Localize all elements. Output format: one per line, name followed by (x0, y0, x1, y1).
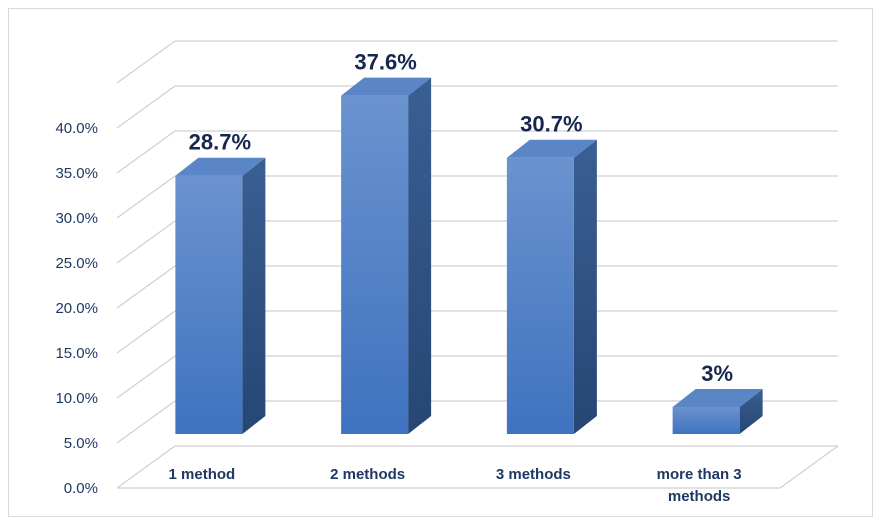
y-tick-label: 20.0% (55, 300, 98, 317)
side-gridline (116, 310, 176, 354)
bar (341, 95, 409, 434)
bar-side (739, 389, 763, 434)
category-label: 2 methods (330, 466, 405, 483)
y-tick-label: 35.0% (55, 165, 98, 182)
bar-top (506, 139, 597, 158)
data-label: 3% (701, 361, 733, 386)
side-gridline (116, 175, 176, 219)
bar-side (408, 77, 432, 434)
bar-top (341, 77, 432, 96)
y-tick-label: 5.0% (64, 435, 98, 452)
category-label: methods (668, 488, 731, 505)
side-gridline (116, 40, 176, 84)
bar-side (242, 157, 266, 434)
y-tick-label: 25.0% (55, 255, 98, 272)
side-gridline (116, 85, 176, 129)
data-label: 30.7% (520, 112, 582, 137)
floor-edge (779, 445, 839, 489)
bar (175, 175, 243, 434)
y-tick-label: 30.0% (55, 210, 98, 227)
data-label: 37.6% (354, 50, 416, 75)
bar-side (573, 139, 597, 434)
side-gridline (116, 355, 176, 399)
bar (672, 407, 740, 434)
bar-layer (175, 77, 763, 434)
side-gridline (116, 220, 176, 264)
bar (506, 157, 574, 434)
y-tick-label: 40.0% (55, 120, 98, 137)
bar-top (175, 157, 266, 176)
data-label: 28.7% (189, 130, 251, 155)
text-layer: 0.0% 5.0% 10.0% 15.0% 20.0% 25.0% 30.0% 35.0% 40… (55, 50, 741, 505)
grid-layer (116, 40, 839, 489)
side-gridline (116, 445, 176, 489)
y-tick-label: 10.0% (55, 390, 98, 407)
y-tick-label: 0.0% (64, 480, 98, 497)
category-label: 1 method (169, 466, 236, 483)
side-gridline (116, 130, 176, 174)
category-label: more than 3 (657, 466, 742, 483)
side-gridline (116, 400, 176, 444)
y-tick-label: 15.0% (55, 345, 98, 362)
category-label: 3 methods (496, 466, 571, 483)
side-gridline (116, 265, 176, 309)
bar-top (672, 389, 763, 407)
